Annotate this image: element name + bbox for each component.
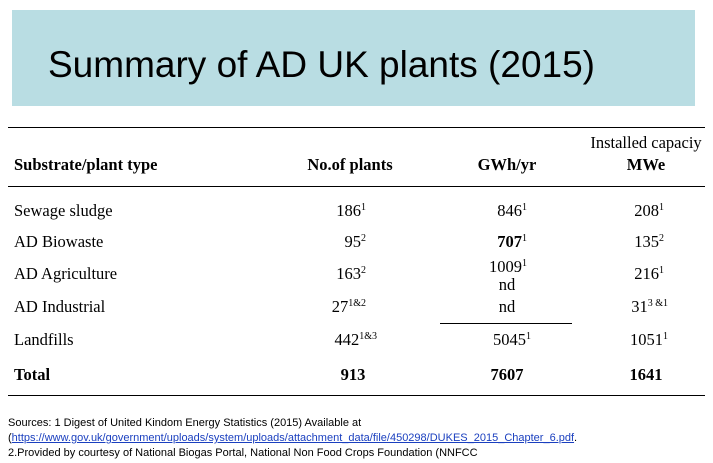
slide-title: Summary of AD UK plants (2015) (48, 44, 595, 85)
row-industrial-mwe: 313 &1 (631, 297, 668, 316)
row-total-label: Total (14, 365, 51, 384)
row-sewage-plants: 1861 (336, 201, 366, 220)
row-agriculture-mwe: 2161 (634, 264, 664, 283)
row-agriculture-gwh-nd: nd (498, 275, 516, 294)
row-biowaste-type: AD Biowaste (14, 232, 104, 251)
row-total-mwe: 1641 (629, 365, 663, 384)
row-biowaste-gwh: 7071 (497, 232, 527, 251)
table-top-rule (8, 127, 705, 128)
row-agriculture-type: AD Agriculture (14, 264, 118, 283)
header-bottom-rule (8, 186, 705, 187)
header-substrate: Substrate/plant type (14, 155, 158, 174)
row-sewage-mwe: 2081 (634, 201, 664, 220)
row-landfills-gwh: 50451 (493, 330, 531, 349)
row-industrial-gwh: nd (498, 297, 516, 316)
row-landfills-plants: 4421&3 (334, 330, 377, 349)
row-landfills-type: Landfills (14, 330, 74, 349)
sources-footnote: Sources: 1 Digest of United Kindom Energ… (8, 416, 577, 461)
row-sewage-type: Sewage sludge (14, 201, 113, 220)
header-plants: No.of plants (307, 155, 393, 174)
header-capacity-line2: MWe (626, 155, 666, 174)
row-landfills-mwe: 10511 (630, 330, 668, 349)
title-banner: Summary of AD UK plants (2015) (12, 10, 695, 106)
header-capacity-line1: Installed capaciy (590, 133, 702, 152)
row-total-plants: 913 (340, 365, 366, 384)
table-bottom-rule (8, 395, 705, 396)
row-sewage-gwh: 8461 (497, 201, 527, 220)
row-biowaste-plants: 952 (344, 232, 367, 251)
row-biowaste-mwe: 1352 (634, 232, 664, 251)
row-industrial-plants: 271&2 (331, 297, 366, 316)
row-agriculture-plants: 1632 (336, 264, 366, 283)
dukes-link[interactable]: https://www.gov.uk/government/uploads/sy… (11, 432, 575, 444)
sources-line-2: (https://www.gov.uk/government/uploads/s… (8, 432, 578, 444)
header-gwh: GWh/yr (477, 155, 537, 174)
row-total-gwh: 7607 (490, 365, 524, 384)
gwh-subtotal-rule (440, 323, 572, 324)
sources-line-1: Sources: 1 Digest of United Kindom Energ… (8, 417, 362, 429)
sources-line-3: 2.Provided by courtesy of National Bioga… (8, 447, 478, 459)
row-industrial-type: AD Industrial (14, 297, 106, 316)
row-agriculture-gwh: 10091 (489, 257, 527, 276)
